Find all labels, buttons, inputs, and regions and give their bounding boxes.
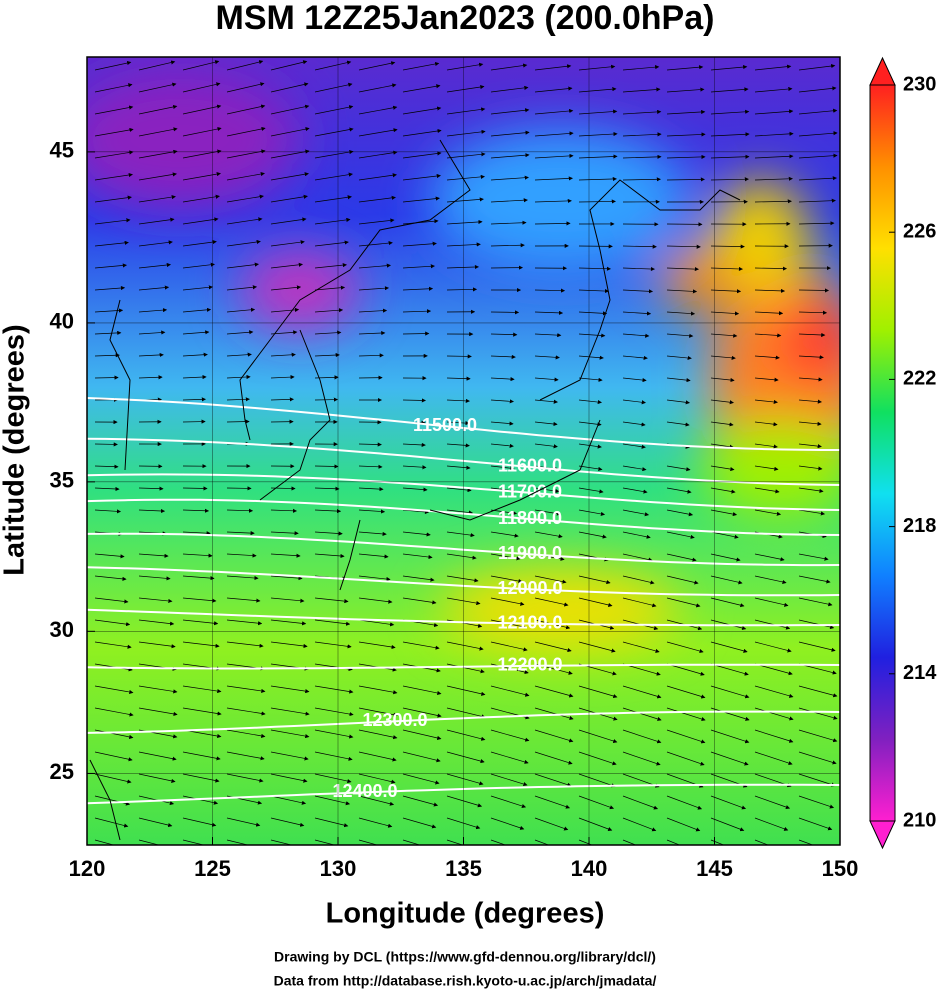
y-axis-label: Latitude (degrees) xyxy=(0,324,31,575)
contour-label: 12100.0 xyxy=(497,612,562,632)
colorbar-tick-label: 230 xyxy=(903,73,936,95)
y-tick-label: 40 xyxy=(50,309,74,334)
x-tick-label: 150 xyxy=(822,856,859,881)
colorbar-tick-label: 210 xyxy=(903,809,936,831)
contour-label: 11500.0 xyxy=(413,415,477,435)
contour-label: 12200.0 xyxy=(497,655,562,675)
contour-label: 11900.0 xyxy=(498,543,562,563)
colorbar-tick-label: 222 xyxy=(903,368,936,390)
x-tick-label: 135 xyxy=(445,856,482,881)
y-tick-label: 30 xyxy=(50,617,74,642)
colorbar xyxy=(870,85,895,821)
y-tick-label: 45 xyxy=(50,138,74,163)
contour-label: 12000.0 xyxy=(497,578,562,598)
colorbar-tick-label: 226 xyxy=(903,220,936,242)
field: 11500.0 11600.0 11700.0 11800.0 11900.0 12000… xyxy=(60,57,870,852)
contour-label: 12400.0 xyxy=(332,781,397,801)
contour-label: 11800.0 xyxy=(498,508,562,528)
colorbar-tick-label: 214 xyxy=(903,662,937,684)
y-tick-label: 25 xyxy=(50,759,74,784)
contour-label: 11700.0 xyxy=(498,482,562,502)
colorbar-extend xyxy=(870,58,895,85)
x-tick-label: 125 xyxy=(194,856,231,881)
x-tick-label: 140 xyxy=(571,856,608,881)
x-tick-label: 145 xyxy=(696,856,733,881)
credit: Data from http://database.rish.kyoto-u.a… xyxy=(274,973,657,989)
y-tick-label: 35 xyxy=(50,468,74,493)
credit: Drawing by DCL (https://www.gfd-dennou.o… xyxy=(274,949,656,965)
contour-label: 12300.0 xyxy=(362,710,427,730)
contour-label: 11600.0 xyxy=(498,456,562,476)
colorbar-tick-label: 218 xyxy=(903,515,936,537)
chart-title: MSM 12Z25Jan2023 (200.0hPa) xyxy=(216,0,715,37)
x-axis-label: Longitude (degrees) xyxy=(326,898,605,930)
colorbar-extend xyxy=(870,821,895,848)
x-tick-label: 130 xyxy=(320,856,357,881)
x-tick-label: 120 xyxy=(69,856,106,881)
